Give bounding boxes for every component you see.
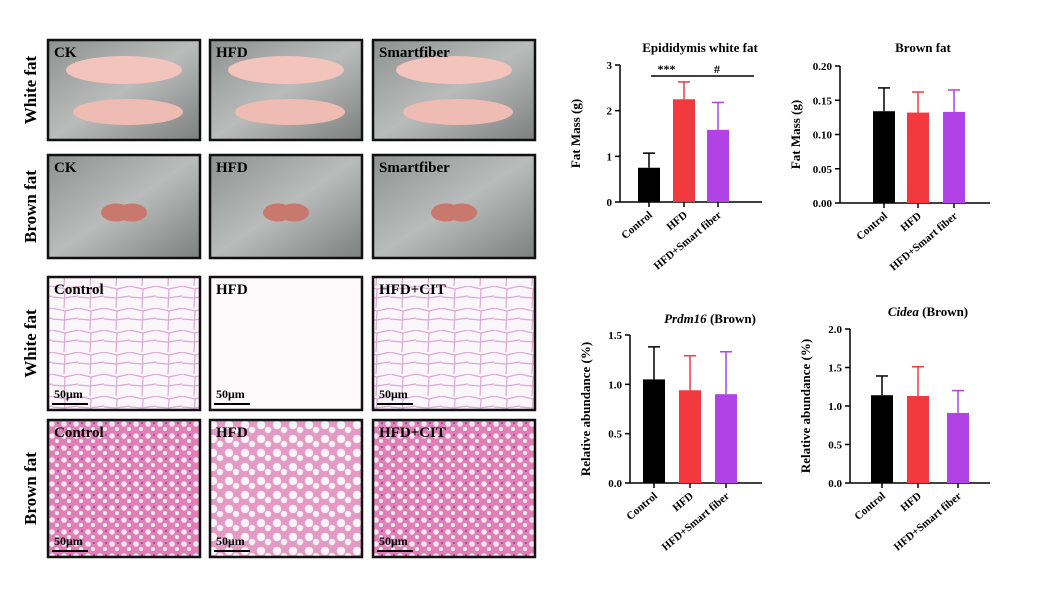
x-tick-label: HFD	[664, 209, 690, 233]
y-axis-label: Relative abundance (%)	[578, 342, 593, 476]
panel-label: HFD	[216, 160, 248, 176]
bar	[715, 394, 737, 483]
y-tick-label: 1.0	[608, 379, 622, 391]
bar	[638, 167, 660, 202]
x-tick-label: Control	[624, 490, 660, 523]
scale-bar-label: 50μm	[54, 387, 83, 401]
y-tick-label: 2.0	[828, 324, 842, 336]
chart-title: Prdm16 (Brown)	[664, 311, 756, 326]
row-label: Brown fat	[21, 452, 40, 525]
y-tick-label: 3	[607, 60, 613, 72]
x-tick-label: HFD	[670, 490, 696, 514]
bar-chart: Prdm16 (Brown) Relative abundance (%) 0.0 0…	[578, 311, 762, 553]
y-tick-label: 1.5	[828, 363, 842, 375]
panel-label: HFD+CIT	[379, 282, 446, 298]
photo	[208, 275, 364, 412]
charts: Epididymis white fat Fat Mass (g) 0 1 2 3 Cont…	[568, 40, 990, 553]
tissue	[403, 99, 513, 125]
bar	[907, 112, 929, 203]
x-tick-label: HFD+Smart fiber	[892, 490, 964, 553]
x-tick-label: HFD+Smart fiber	[660, 490, 732, 553]
tissue	[117, 203, 147, 222]
x-tick-label: HFD	[898, 490, 924, 514]
y-axis-label: Relative abundance (%)	[798, 339, 813, 473]
panel-label: HFD	[216, 282, 248, 298]
row-label: White fat	[21, 309, 40, 378]
scale-bar-label: 50μm	[216, 534, 245, 548]
y-tick-label: 0.10	[813, 130, 833, 142]
tissue	[235, 99, 345, 125]
title-rest: (Brown)	[710, 311, 756, 326]
scale-bar-label: 50μm	[379, 387, 408, 401]
x-tick-label: HFD	[898, 210, 924, 234]
photo	[371, 275, 537, 412]
scale-bar-label: 50μm	[216, 387, 245, 401]
y-tick-label: 1.0	[828, 401, 842, 413]
title-rest: (Brown)	[922, 304, 968, 319]
x-tick-label: Control	[852, 490, 888, 523]
x-tick-label: HFD+Smart fiber	[888, 210, 960, 273]
bar-chart: Cidea (Brown) Relative abundance (%) 0.0 0.…	[798, 304, 990, 553]
photo	[208, 418, 364, 559]
photo	[371, 418, 537, 559]
y-tick-label: 0.00	[813, 198, 833, 210]
y-tick-label: 0.05	[813, 164, 833, 176]
y-tick-label: 1.5	[608, 330, 622, 342]
tissue	[66, 56, 182, 84]
y-tick-label: 0.5	[828, 440, 842, 452]
panel-label: Control	[54, 282, 104, 298]
photo-panels: White fat CK HFD Smartfiber Brown fat CK HFD Sm…	[21, 38, 537, 559]
y-tick-label: 0.20	[813, 61, 833, 73]
title-gene: Prdm16	[664, 311, 707, 326]
tissue	[279, 203, 309, 222]
y-axis-label: Fat Mass (g)	[788, 100, 803, 169]
scale-bar-label: 50μm	[379, 534, 408, 548]
y-tick-label: 2	[607, 106, 613, 118]
bar	[873, 111, 895, 203]
chart-title: Epididymis white fat	[642, 40, 758, 55]
scale-bar-label: 50μm	[54, 534, 83, 548]
bar	[943, 111, 965, 203]
y-tick-label: 0.5	[608, 429, 622, 441]
tissue	[73, 99, 183, 125]
bar	[907, 395, 929, 483]
x-tick-label: Control	[854, 210, 890, 243]
row-label: White fat	[21, 55, 40, 124]
panel-label: Smartfiber	[379, 160, 450, 176]
y-tick-label: 0.15	[813, 95, 833, 107]
bar	[947, 412, 969, 483]
panel-label: Control	[54, 425, 104, 441]
panel-label: HFD	[216, 425, 248, 441]
photo	[46, 418, 202, 559]
significance-label: #	[714, 62, 720, 76]
photo	[46, 275, 202, 412]
bar	[707, 129, 729, 202]
x-tick-label: Control	[619, 209, 655, 242]
y-axis-label: Fat Mass (g)	[568, 99, 583, 168]
row-label: Brown fat	[21, 170, 40, 243]
panel-label: HFD	[216, 45, 248, 61]
chart-title: Brown fat	[895, 40, 951, 55]
tissue	[396, 56, 512, 84]
bar-chart: Epididymis white fat Fat Mass (g) 0 1 2 3 Cont…	[568, 40, 762, 272]
tissue	[228, 56, 344, 84]
tissue	[447, 203, 477, 222]
bar	[679, 390, 701, 483]
y-tick-label: 0.0	[608, 478, 622, 490]
panel-label: CK	[54, 160, 77, 176]
panel-label: CK	[54, 45, 77, 61]
title-gene: Cidea	[888, 304, 920, 319]
bar-chart: Brown fat Fat Mass (g) 0.00 0.05 0.10 0.15 0.2…	[788, 40, 990, 273]
bar	[643, 379, 665, 483]
chart-title: Cidea (Brown)	[888, 304, 968, 319]
y-tick-label: 0	[607, 197, 613, 209]
bar	[871, 395, 893, 483]
significance-label: ***	[658, 62, 676, 76]
panel-label: Smartfiber	[379, 45, 450, 61]
bar	[673, 99, 695, 202]
panel-label: HFD+CIT	[379, 425, 446, 441]
y-tick-label: 0.0	[828, 478, 842, 490]
y-tick-label: 1	[607, 151, 613, 163]
